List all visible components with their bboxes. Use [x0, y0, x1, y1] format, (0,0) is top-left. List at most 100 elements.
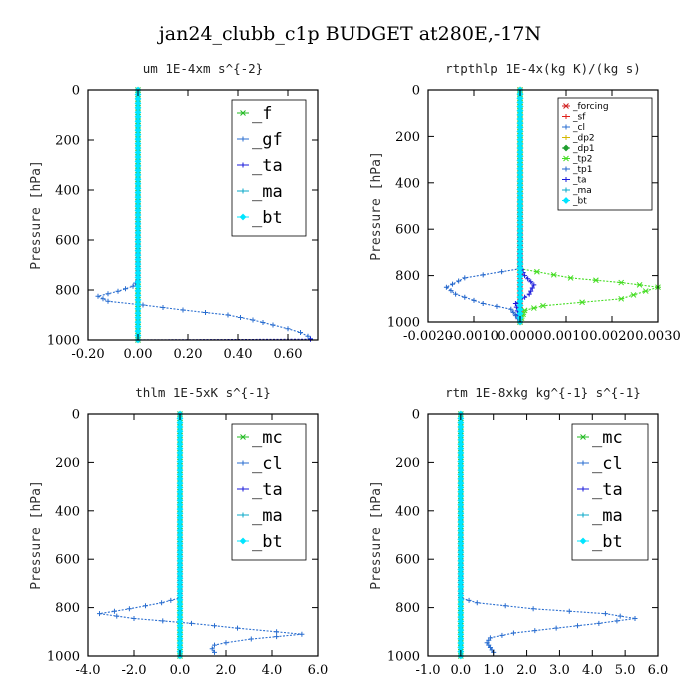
legend-label: _dp1 — [572, 144, 595, 154]
data-point — [553, 625, 559, 631]
data-point — [453, 291, 459, 297]
data-point — [494, 303, 500, 309]
data-point — [450, 281, 456, 287]
y-axis-label: Pressure [hPa] — [369, 151, 384, 261]
data-point — [299, 631, 305, 637]
data-point — [471, 297, 477, 303]
panel-title: um 1E-4xm s^{-2} — [143, 61, 263, 76]
y-tick-label: 800 — [55, 284, 80, 299]
series-line — [445, 90, 521, 323]
plot-frame — [87, 413, 319, 657]
data-point — [630, 292, 637, 298]
legend-box — [571, 423, 649, 561]
legend-label: _tp1 — [572, 165, 592, 175]
data-point — [305, 333, 311, 339]
figure-title: jan24_clubb_c1p BUDGET at280E,-17N — [157, 23, 541, 45]
y-tick-label: 400 — [55, 184, 80, 199]
data-point — [528, 279, 534, 285]
data-point — [530, 606, 536, 612]
data-point — [513, 304, 519, 310]
legend-item: _bt — [562, 197, 587, 207]
legend-label: _ta — [252, 156, 283, 176]
x-tick-label: 6.0 — [648, 663, 669, 678]
legend-item: _bt — [577, 532, 623, 552]
legend-label: _bt — [252, 208, 283, 228]
data-point — [528, 288, 534, 294]
panel-3: thlm 1E-5xK s^{-1} Pressure [hPa] -4.0 -2.0… — [29, 385, 328, 678]
y-tick-label: 400 — [55, 504, 80, 519]
legend: _mc _cl _ta _ma _bt — [571, 423, 649, 561]
panel-title: thlm 1E-5xK s^{-1} — [135, 385, 270, 400]
legend-item: _mc — [237, 428, 283, 448]
data-point — [260, 320, 266, 325]
data-point — [212, 642, 217, 648]
data-point — [512, 313, 518, 319]
data-point — [618, 295, 625, 302]
series-ta — [512, 87, 537, 325]
data-point — [531, 282, 537, 288]
y-tick-label: 1000 — [387, 650, 420, 665]
data-point — [636, 282, 643, 288]
legend-label: _bt — [252, 532, 283, 552]
x-tick-label: 1.0 — [483, 663, 504, 678]
y-tick-label: 200 — [55, 456, 80, 471]
data-point — [617, 613, 623, 619]
legend-label: _bt — [592, 532, 623, 552]
data-point — [632, 615, 638, 621]
data-point — [462, 275, 468, 281]
legend-item: _gf — [237, 130, 283, 150]
data-point — [209, 646, 215, 652]
data-point — [160, 618, 166, 624]
data-point — [480, 300, 486, 306]
data-point — [512, 300, 518, 306]
legend-label: _ta — [252, 480, 283, 500]
legend-label: _dp2 — [572, 134, 595, 144]
legend-label: _mc — [252, 428, 283, 448]
data-point — [105, 298, 111, 304]
series-line — [99, 414, 302, 653]
legend: _forcing_sf_cl_dp2_dp1_tp2_tp1_ta_ma_bt — [557, 97, 653, 211]
data-point — [522, 273, 528, 279]
legend-item: _ta — [237, 156, 283, 176]
data-point — [466, 597, 472, 603]
y-tick-label: 400 — [395, 504, 420, 519]
data-point — [168, 597, 174, 603]
data-point — [567, 275, 574, 281]
x-tick-label: -1.0 — [415, 663, 440, 678]
data-point — [566, 608, 572, 614]
data-point — [159, 600, 165, 606]
y-tick-label: 1000 — [387, 316, 420, 331]
x-tick-label: -4.0 — [75, 663, 100, 678]
x-tick-label: 3.0 — [549, 663, 570, 678]
plot-frame — [427, 89, 659, 323]
legend: _f _gf _ta _ma _bt — [231, 99, 307, 237]
x-tick-label: 0.40 — [224, 347, 253, 362]
data-point — [602, 611, 608, 617]
y-tick-label: 600 — [55, 553, 80, 568]
data-point — [143, 603, 148, 609]
x-tick-label: 0.0 — [451, 663, 472, 678]
y-tick-label: 600 — [395, 223, 420, 238]
series-bt — [457, 410, 465, 660]
data-point — [480, 272, 486, 278]
legend-item: _cl — [562, 123, 585, 133]
data-point — [614, 618, 620, 624]
data-point — [180, 307, 186, 313]
y-tick-label: 800 — [395, 269, 420, 284]
series-bt — [516, 86, 524, 326]
x-tick-label: 4.0 — [262, 663, 283, 678]
data-point — [298, 330, 303, 335]
legend-item: _ta — [562, 176, 587, 186]
legend-item: _dp1 — [562, 144, 595, 154]
data-point — [499, 269, 505, 275]
data-point — [533, 268, 540, 275]
data-point — [189, 620, 194, 626]
series-bt — [134, 86, 142, 344]
data-point — [579, 299, 586, 306]
data-point — [235, 625, 240, 631]
y-tick-label: 200 — [395, 456, 420, 471]
panel-title: rtm 1E-8xkg kg^{-1} s^{-1} — [445, 385, 641, 400]
panel-title: rtpthlp 1E-4x(kg K)/(kg s) — [445, 61, 641, 76]
legend-label: _ma — [572, 186, 592, 196]
